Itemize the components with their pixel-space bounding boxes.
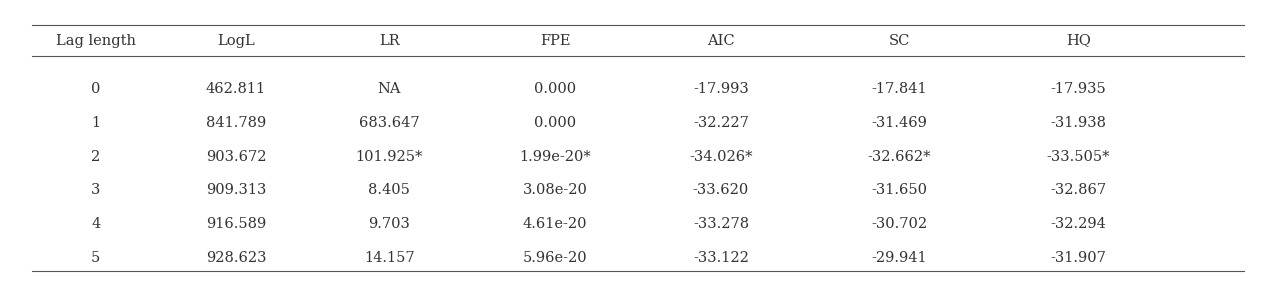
Text: AIC: AIC: [707, 34, 735, 48]
Text: 14.157: 14.157: [364, 251, 415, 265]
Text: -31.907: -31.907: [1050, 251, 1106, 265]
Text: 903.672: 903.672: [205, 149, 267, 164]
Text: 683.647: 683.647: [359, 116, 420, 130]
Text: 916.589: 916.589: [205, 217, 267, 231]
Text: 5: 5: [91, 251, 101, 265]
Text: -17.935: -17.935: [1050, 82, 1106, 96]
Text: 101.925*: 101.925*: [356, 149, 422, 164]
Text: -17.993: -17.993: [693, 82, 749, 96]
Text: 4.61e-20: 4.61e-20: [523, 217, 587, 231]
Text: Lag length: Lag length: [56, 34, 135, 48]
Text: 9.703: 9.703: [369, 217, 410, 231]
Text: -31.469: -31.469: [872, 116, 928, 130]
Text: 1: 1: [91, 116, 101, 130]
Text: -17.841: -17.841: [872, 82, 928, 96]
Text: -32.662*: -32.662*: [868, 149, 931, 164]
Text: FPE: FPE: [540, 34, 570, 48]
Text: 0.000: 0.000: [533, 116, 577, 130]
Text: 4: 4: [91, 217, 101, 231]
Text: 2: 2: [91, 149, 101, 164]
Text: 841.789: 841.789: [205, 116, 267, 130]
Text: -30.702: -30.702: [872, 217, 928, 231]
Text: 8.405: 8.405: [369, 183, 410, 197]
Text: -33.122: -33.122: [693, 251, 749, 265]
Text: LR: LR: [379, 34, 399, 48]
Text: 462.811: 462.811: [205, 82, 267, 96]
Text: -32.867: -32.867: [1050, 183, 1106, 197]
Text: 928.623: 928.623: [205, 251, 267, 265]
Text: SC: SC: [889, 34, 910, 48]
Text: -32.294: -32.294: [1050, 217, 1106, 231]
Text: -33.505*: -33.505*: [1046, 149, 1110, 164]
Text: -31.938: -31.938: [1050, 116, 1106, 130]
Text: -32.227: -32.227: [693, 116, 749, 130]
Text: -31.650: -31.650: [872, 183, 928, 197]
Text: 3.08e-20: 3.08e-20: [523, 183, 587, 197]
Text: -33.620: -33.620: [693, 183, 749, 197]
Text: NA: NA: [378, 82, 401, 96]
Text: 3: 3: [91, 183, 101, 197]
Text: 5.96e-20: 5.96e-20: [523, 251, 587, 265]
Text: -34.026*: -34.026*: [689, 149, 753, 164]
Text: 1.99e-20*: 1.99e-20*: [519, 149, 591, 164]
Text: -29.941: -29.941: [872, 251, 928, 265]
Text: -33.278: -33.278: [693, 217, 749, 231]
Text: HQ: HQ: [1065, 34, 1091, 48]
Text: 0: 0: [91, 82, 101, 96]
Text: 909.313: 909.313: [205, 183, 267, 197]
Text: LogL: LogL: [217, 34, 255, 48]
Text: 0.000: 0.000: [533, 82, 577, 96]
